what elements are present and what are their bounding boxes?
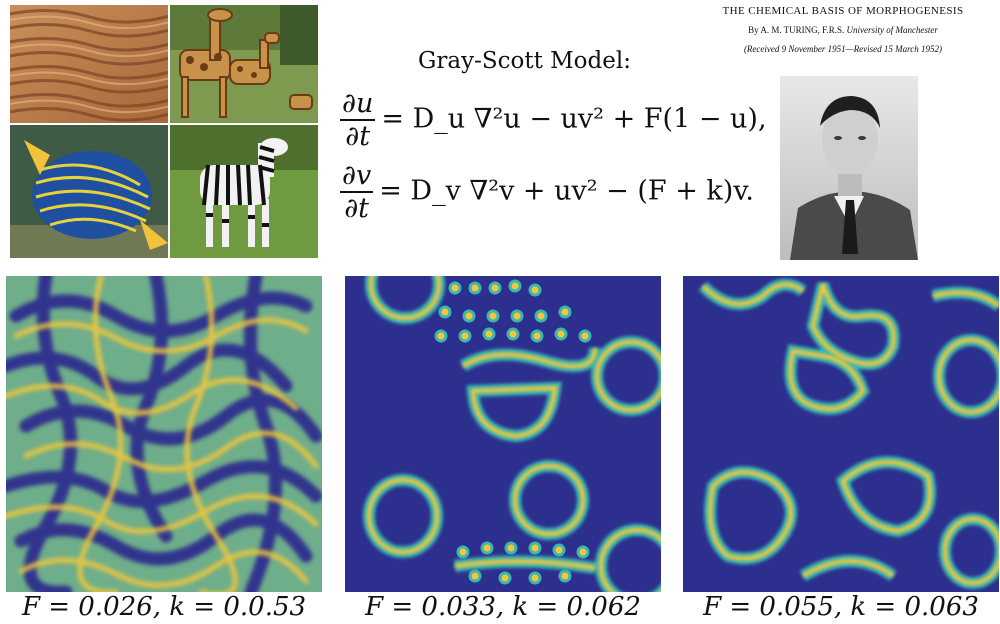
sand-dunes-photo — [10, 5, 168, 123]
caption-panel-1: F = 0.026, k = 0.0.53 — [21, 592, 307, 622]
caption-panel-2: F = 0.033, k = 0.062 — [365, 592, 641, 622]
paper-byline: By A. M. TURING, F.R.S. University of Ma… — [748, 25, 938, 35]
turing-portrait — [780, 76, 918, 260]
model-title: Gray-Scott Model: — [418, 48, 631, 74]
equation-v-rhs: = D_v ∇²v + uv² − (F + k)v. — [379, 175, 754, 207]
equation-u-lhs: ∂u ∂t — [340, 88, 376, 153]
pattern-rings — [345, 244, 679, 608]
zebra-photo — [170, 125, 318, 258]
simulation-panel-3 — [683, 276, 1000, 592]
paper-title: THE CHEMICAL BASIS OF MORPHOGENESIS — [722, 5, 964, 17]
equation-v: ∂v ∂t = D_v ∇²v + uv² − (F + k)v. — [340, 160, 754, 224]
angelfish-photo — [10, 125, 168, 258]
simulation-panel-1 — [0, 269, 323, 599]
equation-u-rhs: = D_u ∇²u − uv² + F(1 − u), — [381, 103, 767, 135]
giraffes-photo — [170, 5, 318, 123]
simulation-panel-2 — [345, 244, 679, 608]
pattern-blobs — [683, 276, 1000, 592]
pattern-maze — [0, 269, 323, 599]
paper-received: (Received 9 November 1951—Revised 15 Mar… — [743, 44, 943, 54]
equation-u: ∂u ∂t = D_u ∇²u − uv² + F(1 − u), — [340, 88, 767, 152]
equation-v-lhs: ∂v ∂t — [340, 160, 374, 225]
caption-panel-3: F = 0.055, k = 0.063 — [703, 592, 979, 622]
